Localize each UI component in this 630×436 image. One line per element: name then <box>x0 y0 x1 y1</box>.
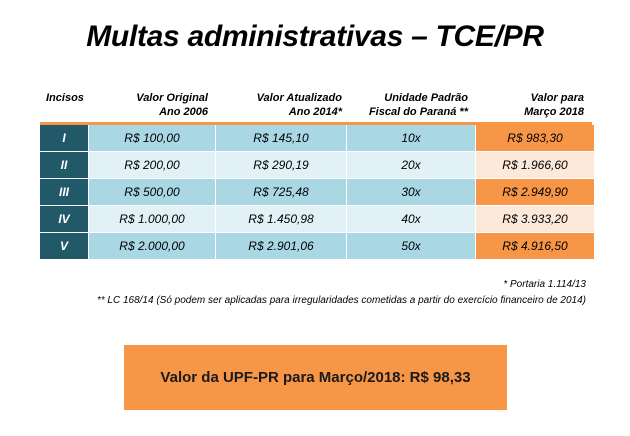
header-unidade-padrao-line2: Fiscal do Paraná ** <box>368 106 468 118</box>
header-incisos-label: Incisos <box>46 92 84 104</box>
table-row: V R$ 2.000,00 R$ 2.901,06 50x R$ 4.916,5… <box>40 232 595 260</box>
valor-atualizado-cell: R$ 290,19 <box>215 151 347 179</box>
valor-marco-cell: R$ 1.966,60 <box>475 151 595 179</box>
header-incisos: Incisos <box>46 91 84 105</box>
header-valor-marco-line1: Valor para <box>530 92 584 104</box>
upf-multiple-cell: 40x <box>346 205 476 233</box>
upf-multiple-cell: 50x <box>346 232 476 260</box>
header-divider <box>40 122 592 125</box>
header-valor-marco-line2: Março 2018 <box>524 106 584 118</box>
valor-atualizado-cell: R$ 145,10 <box>215 125 347 152</box>
inciso-cell: II <box>40 151 89 179</box>
header-valor-atualizado: Valor Atualizado Ano 2014* <box>236 91 342 119</box>
upf-multiple-cell: 10x <box>346 125 476 152</box>
upf-value-banner: Valor da UPF-PR para Março/2018: R$ 98,3… <box>124 345 507 410</box>
table-row: IV R$ 1.000,00 R$ 1.450,98 40x R$ 3.933,… <box>40 205 595 233</box>
header-valor-atualizado-line2: Ano 2014* <box>288 106 342 118</box>
table-row: II R$ 200,00 R$ 290,19 20x R$ 1.966,60 <box>40 151 595 179</box>
valor-original-cell: R$ 200,00 <box>88 151 216 179</box>
header-valor-original-line1: Valor Original <box>136 92 208 104</box>
inciso-cell: III <box>40 178 89 206</box>
valor-original-cell: R$ 1.000,00 <box>88 205 216 233</box>
valor-original-cell: R$ 100,00 <box>88 125 216 152</box>
upf-multiple-cell: 20x <box>346 151 476 179</box>
valor-marco-cell: R$ 4.916,50 <box>475 232 595 260</box>
header-unidade-padrao: Unidade Padrão Fiscal do Paraná ** <box>360 91 468 119</box>
footnote-lc: ** LC 168/14 (Só podem ser aplicadas par… <box>96 295 586 306</box>
page-title: Multas administrativas – TCE/PR <box>86 20 544 53</box>
valor-marco-cell: R$ 3.933,20 <box>475 205 595 233</box>
header-valor-atualizado-line1: Valor Atualizado <box>256 92 342 104</box>
header-valor-original-line2: Ano 2006 <box>159 106 208 118</box>
table-row: III R$ 500,00 R$ 725,48 30x R$ 2.949,90 <box>40 178 595 206</box>
valor-atualizado-cell: R$ 2.901,06 <box>215 232 347 260</box>
footnote-portaria: * Portaria 1.114/13 <box>503 279 586 290</box>
upf-multiple-cell: 30x <box>346 178 476 206</box>
valor-atualizado-cell: R$ 1.450,98 <box>215 205 347 233</box>
valor-original-cell: R$ 500,00 <box>88 178 216 206</box>
header-valor-original: Valor Original Ano 2006 <box>120 91 208 119</box>
table-row: I R$ 100,00 R$ 145,10 10x R$ 983,30 <box>40 125 595 152</box>
valor-atualizado-cell: R$ 725,48 <box>215 178 347 206</box>
header-unidade-padrao-line1: Unidade Padrão <box>384 92 468 104</box>
valor-original-cell: R$ 2.000,00 <box>88 232 216 260</box>
inciso-cell: IV <box>40 205 89 233</box>
header-valor-marco: Valor para Março 2018 <box>492 91 584 119</box>
inciso-cell: I <box>40 125 89 152</box>
inciso-cell: V <box>40 232 89 260</box>
valor-marco-cell: R$ 2.949,90 <box>475 178 595 206</box>
valor-marco-cell: R$ 983,30 <box>475 125 595 152</box>
fines-table: I R$ 100,00 R$ 145,10 10x R$ 983,30 II R… <box>40 125 595 260</box>
